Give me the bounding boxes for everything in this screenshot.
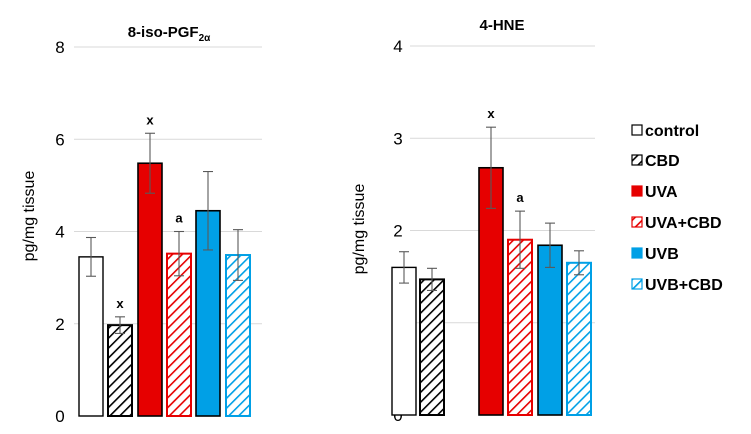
legend-swatch (631, 154, 643, 166)
legend-swatch (631, 185, 643, 197)
bar-uvb-plus-cbd (225, 254, 251, 417)
legend-swatch (631, 247, 643, 259)
legend-swatch (631, 216, 643, 228)
legend-label: UVB+CBD (645, 277, 723, 294)
legend-label: UVA (645, 184, 678, 201)
legend-swatch (631, 124, 643, 136)
panel-2-y-axis-label: pg/mg tissue (351, 184, 368, 275)
y-tick-label: 0 (55, 407, 64, 426)
bar-uva (137, 162, 163, 417)
panel-1-bars: x x a (78, 112, 251, 418)
y-tick-label: 6 (55, 130, 64, 149)
legend: control CBD UVA UVA+CBD UVB UVB+CBD (631, 123, 723, 294)
y-tick-label: 2 (393, 222, 402, 241)
legend-label: CBD (645, 153, 680, 170)
significance-mark: x (116, 296, 124, 311)
significance-mark: a (516, 190, 524, 205)
legend-label: control (645, 123, 699, 140)
significance-mark: x (146, 112, 154, 127)
bar-uvb (537, 244, 563, 416)
legend-label: UVA+CBD (645, 215, 722, 232)
legend-swatch (631, 278, 643, 290)
bar-control (78, 256, 104, 417)
y-tick-label: 4 (393, 37, 402, 56)
legend-item: UVA (631, 184, 678, 201)
chart-panel-2: 01234 pg/mg tissue 4-HNE xa (351, 17, 595, 425)
bar-cbd (419, 278, 445, 416)
legend-item: CBD (631, 153, 680, 170)
legend-item: UVB (631, 246, 679, 263)
significance-mark: a (175, 211, 183, 226)
bar-uvb (195, 209, 221, 417)
panel-2-title: 4-HNE (479, 17, 524, 34)
bar-uva (478, 166, 504, 416)
panel-1-y-axis-label: pg/mg tissue (21, 171, 38, 262)
panel-1-yticks: 0 2 4 6 8 (55, 38, 64, 426)
bar-uva-plus-cbd (166, 252, 192, 417)
chart-panel-1: 0 2 4 6 8 pg/mg tissue 8-iso-PGF2α x x a (21, 24, 262, 426)
y-tick-label: 2 (55, 315, 64, 334)
significance-mark: x (487, 106, 495, 121)
panel-2-bars: xa (391, 106, 592, 416)
legend-item: control (631, 123, 699, 140)
bar-control (391, 266, 417, 416)
bar-cbd (107, 324, 133, 418)
legend-label: UVB (645, 246, 679, 263)
panel-1-title: 8-iso-PGF2α (128, 24, 211, 44)
y-tick-label: 3 (393, 129, 402, 148)
y-tick-label: 8 (55, 38, 64, 57)
legend-item: UVA+CBD (631, 215, 722, 232)
bar-uvb-plus-cbd (566, 261, 592, 416)
legend-item: UVB+CBD (631, 277, 723, 294)
y-tick-label: 4 (55, 223, 64, 242)
